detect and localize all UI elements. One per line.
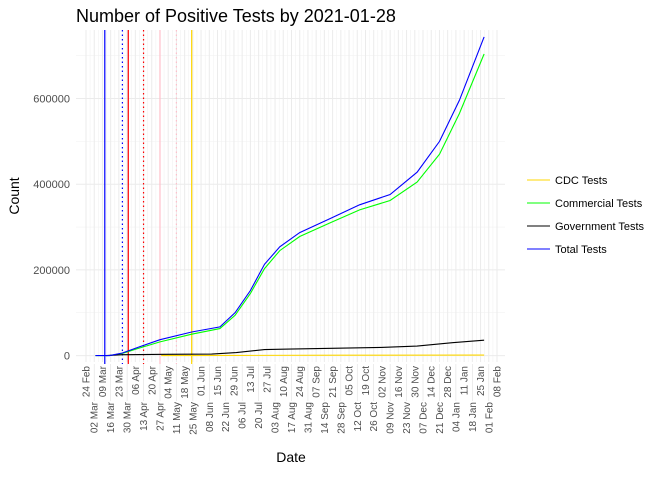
x-tick-label: 09 Nov [386,402,397,434]
x-tick-label: 07 Dec [419,402,430,434]
x-tick-label: 21 Dec [435,402,446,434]
legend-label: Government Tests [555,221,645,233]
legend-label: Commercial Tests [555,198,643,210]
legend: CDC Tests Commercial Tests Government Test… [527,175,645,256]
x-tick-label: 04 May [164,366,175,399]
x-tick-label: 03 Aug [271,402,282,433]
x-tick-label: 20 Jul [254,402,265,429]
y-axis-label: Count [6,177,22,214]
x-tick-label: 11 Jan [460,366,471,395]
x-tick-label: 16 Mar [106,401,117,433]
x-tick-label: 28 Dec [443,366,454,398]
x-tick-label: 08 Jun [205,402,216,432]
x-tick-label: 29 Jun [230,366,241,396]
x-axis-label: Date [276,449,306,465]
x-tick-label: 23 Mar [114,365,125,397]
x-tick-label: 30 Mar [123,401,134,433]
chart-title: Number of Positive Tests by 2021-01-28 [76,6,396,26]
x-tick-label: 30 Nov [410,366,421,398]
x-tick-label: 07 Sep [312,366,323,398]
x-tick-label: 25 Jan [476,366,487,396]
x-tick-label: 06 Jul [238,402,249,429]
x-tick-label: 14 Sep [320,402,331,434]
x-tick-label: 05 Oct [345,366,356,396]
x-tick-label: 01 Jun [197,366,208,396]
series-line-government-tests [105,339,485,357]
series-lines [95,36,485,357]
x-tick-label: 08 Feb [493,366,504,398]
series-line-commercial-tests [95,53,485,357]
vertical-reference-lines [104,30,193,364]
y-tick-label: 600000 [33,94,70,106]
y-tick-label: 400000 [33,179,70,191]
series-line-total-tests [95,36,485,357]
x-tick-label: 06 Apr [131,365,142,395]
x-tick-label: 27 Apr [156,401,167,431]
x-tick-label: 25 May [188,402,199,435]
legend-label: Total Tests [555,244,607,256]
x-tick-label: 04 Jan [451,402,462,432]
x-tick-label: 18 May [180,366,191,399]
grid [76,30,505,362]
series-line-cdc-tests [161,354,485,357]
x-tick-label: 15 Jun [213,366,224,396]
y-tick-label: 0 [64,351,70,363]
x-tick-label: 26 Oct [369,402,380,432]
x-tick-label: 24 Aug [295,366,306,397]
x-tick-label: 10 Aug [279,366,290,397]
x-tick-label: 13 Apr [139,401,150,431]
y-axis-ticks: 0 200000 400000 600000 [33,94,70,363]
legend-label: CDC Tests [555,175,608,187]
x-tick-label: 17 Aug [287,402,298,433]
x-tick-label: 28 Sep [336,402,347,434]
x-tick-label: 18 Jan [468,402,479,432]
x-tick-label: 31 Aug [303,402,314,433]
x-tick-label: 21 Sep [328,366,339,398]
x-tick-label: 13 Jul [246,366,257,393]
x-tick-label: 19 Oct [361,366,372,396]
x-tick-label: 24 Feb [82,366,93,398]
x-tick-label: 02 Mar [90,401,101,433]
x-tick-label: 01 Feb [484,402,495,434]
x-tick-label: 12 Oct [353,402,364,432]
x-tick-label: 02 Nov [377,366,388,398]
x-tick-label: 23 Nov [402,402,413,434]
y-tick-label: 200000 [33,265,70,277]
x-tick-label: 27 Jul [262,366,273,393]
x-tick-label: 11 May [172,402,183,434]
x-tick-label: 09 Mar [98,365,109,397]
x-tick-label: 22 Jun [221,402,232,432]
x-axis-ticks: 24 Feb 02 Mar 09 Mar 16 Mar 23 Mar 30 Mar 06 A… [82,364,504,435]
x-tick-label: 20 Apr [147,365,158,395]
x-tick-label: 14 Dec [427,366,438,398]
x-tick-label: 16 Nov [394,366,405,398]
